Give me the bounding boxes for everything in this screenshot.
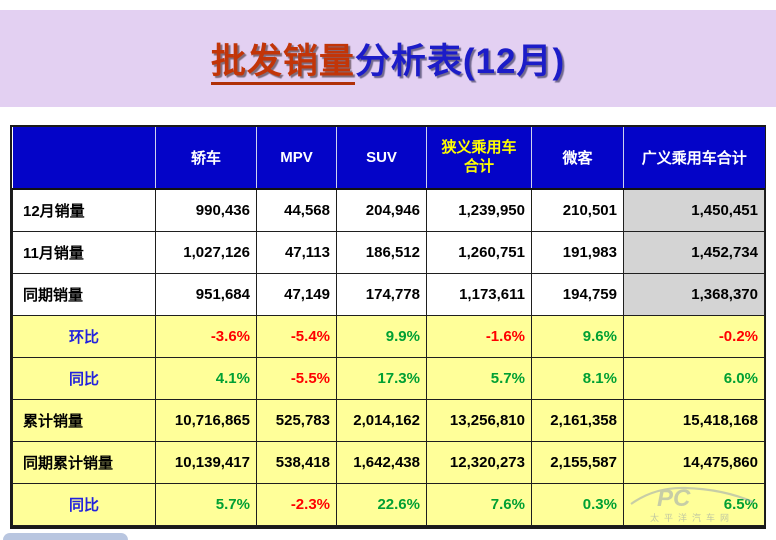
table-cell: -3.6% bbox=[155, 314, 257, 358]
table-cell: 6.5% bbox=[623, 482, 765, 526]
table-cell: 538,418 bbox=[256, 440, 337, 484]
row-label: 12月销量 bbox=[12, 188, 156, 232]
column-header-mpv: MPV bbox=[256, 127, 337, 190]
table-cell: 14,475,860 bbox=[623, 440, 765, 484]
table-cell: 47,113 bbox=[256, 230, 337, 274]
table-row-cumulative-yoy-change: 同比 5.7% -2.3% 22.6% 7.6% 0.3% 6.5% bbox=[12, 482, 765, 526]
table-cell: 186,512 bbox=[336, 230, 427, 274]
table-cell: 951,684 bbox=[155, 272, 257, 316]
table-cell: 191,983 bbox=[531, 230, 624, 274]
table-cell: 13,256,810 bbox=[426, 398, 532, 442]
row-label: 同比 bbox=[12, 482, 156, 526]
title-banner: 批发销量分析表(12月) bbox=[0, 10, 776, 107]
table-cell: 22.6% bbox=[336, 482, 427, 526]
table-cell: 9.6% bbox=[531, 314, 624, 358]
page-title: 批发销量分析表(12月) bbox=[210, 33, 566, 85]
table-cell: 12,320,273 bbox=[426, 440, 532, 484]
table-cell: 47,149 bbox=[256, 272, 337, 316]
table-cell: 990,436 bbox=[155, 188, 257, 232]
table-cell: 15,418,168 bbox=[623, 398, 765, 442]
table-cell: 2,014,162 bbox=[336, 398, 427, 442]
header-row: 轿车 MPV SUV 狭义乘用车合计 微客 广义乘用车合计 bbox=[12, 127, 765, 190]
row-label: 累计销量 bbox=[12, 398, 156, 442]
column-header-microvan: 微客 bbox=[531, 127, 624, 190]
table-row-yoy-change: 同比 4.1% -5.5% 17.3% 5.7% 8.1% 6.0% bbox=[12, 356, 765, 400]
table-cell: 1,368,370 bbox=[623, 272, 765, 316]
table-cell: 194,759 bbox=[531, 272, 624, 316]
table-cell: 525,783 bbox=[256, 398, 337, 442]
table-cell: 1,027,126 bbox=[155, 230, 257, 274]
table-cell: 7.6% bbox=[426, 482, 532, 526]
table-cell: 9.9% bbox=[336, 314, 427, 358]
row-label: 环比 bbox=[12, 314, 156, 358]
table-cell: 5.7% bbox=[426, 356, 532, 400]
table-cell: 10,139,417 bbox=[155, 440, 257, 484]
table-cell: -2.3% bbox=[256, 482, 337, 526]
column-header-blank bbox=[12, 127, 156, 190]
table-cell: 1,260,751 bbox=[426, 230, 532, 274]
table-cell: 210,501 bbox=[531, 188, 624, 232]
table-cell: 8.1% bbox=[531, 356, 624, 400]
table-cell: 204,946 bbox=[336, 188, 427, 232]
table-row-prior-cumulative-sales: 同期累计销量 10,139,417 538,418 1,642,438 12,3… bbox=[12, 440, 765, 484]
column-header-suv: SUV bbox=[336, 127, 427, 190]
sales-table: 轿车 MPV SUV 狭义乘用车合计 微客 广义乘用车合计 12月销量 990,… bbox=[10, 125, 766, 529]
table-cell: 5.7% bbox=[155, 482, 257, 526]
table-cell: 4.1% bbox=[155, 356, 257, 400]
table-cell: 2,161,358 bbox=[531, 398, 624, 442]
table-cell: 0.3% bbox=[531, 482, 624, 526]
cutoff-rounded-bar bbox=[3, 533, 128, 540]
table-cell: -0.2% bbox=[623, 314, 765, 358]
row-label: 同期累计销量 bbox=[12, 440, 156, 484]
table-cell: -1.6% bbox=[426, 314, 532, 358]
table-cell: 1,239,950 bbox=[426, 188, 532, 232]
table-row-prior-year-sales: 同期销量 951,684 47,149 174,778 1,173,611 19… bbox=[12, 272, 765, 316]
table-row-cumulative-sales: 累计销量 10,716,865 525,783 2,014,162 13,256… bbox=[12, 398, 765, 442]
column-header-narrow-pv-total: 狭义乘用车合计 bbox=[426, 127, 532, 190]
table-cell: 1,173,611 bbox=[426, 272, 532, 316]
column-header-broad-pv-total: 广义乘用车合计 bbox=[623, 127, 765, 190]
row-label: 11月销量 bbox=[12, 230, 156, 274]
table-row-dec-sales: 12月销量 990,436 44,568 204,946 1,239,950 2… bbox=[12, 188, 765, 232]
table-cell: 17.3% bbox=[336, 356, 427, 400]
column-header-sedan: 轿车 bbox=[155, 127, 257, 190]
table-cell: -5.5% bbox=[256, 356, 337, 400]
table-cell: -5.4% bbox=[256, 314, 337, 358]
table-cell: 1,642,438 bbox=[336, 440, 427, 484]
table-cell: 10,716,865 bbox=[155, 398, 257, 442]
table-row-mom-change: 环比 -3.6% -5.4% 9.9% -1.6% 9.6% -0.2% bbox=[12, 314, 765, 358]
table-cell: 6.0% bbox=[623, 356, 765, 400]
table-cell: 2,155,587 bbox=[531, 440, 624, 484]
row-label: 同比 bbox=[12, 356, 156, 400]
page-title-highlight: 批发销量 bbox=[210, 42, 355, 85]
table-cell: 1,450,451 bbox=[623, 188, 765, 232]
table-cell: 174,778 bbox=[336, 272, 427, 316]
row-label: 同期销量 bbox=[12, 272, 156, 316]
table-cell: 1,452,734 bbox=[623, 230, 765, 274]
table-row-nov-sales: 11月销量 1,027,126 47,113 186,512 1,260,751… bbox=[12, 230, 765, 274]
table-cell: 44,568 bbox=[256, 188, 337, 232]
page-title-rest: 分析表(12月) bbox=[354, 42, 566, 81]
